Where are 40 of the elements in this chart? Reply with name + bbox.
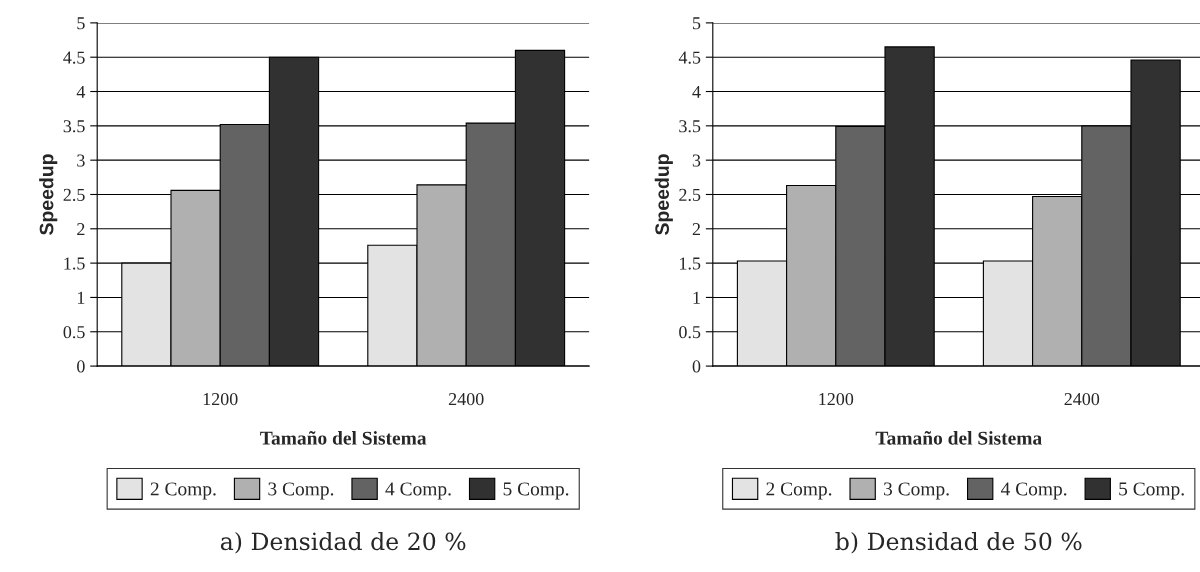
y-tick-label: 0.5 [679,326,701,339]
text: a) Densidad de 20 % [220,531,466,554]
y-tick-label: 0 [77,360,85,373]
legend-label: 4 Comp. [385,482,451,500]
y-tick-label: 2 [692,223,700,236]
x-tick-label: 1200 [819,392,854,406]
y-tick-label: 2.5 [63,188,85,201]
x-tick-label: 1200 [203,392,238,406]
legend-label: 5 Comp. [503,482,569,500]
y-tick-label: 1.5 [680,257,701,270]
y-tick-label: 0.5 [63,326,85,339]
y-tick-label: 2.5 [679,188,701,201]
legend-label: 5 Comp. [1119,482,1184,500]
y-tick-label: 5 [77,17,85,30]
y-tick-label: 1 [693,291,700,304]
y-tick-label: 3.5 [679,120,701,133]
y-tick-label: 1 [77,291,85,304]
y-axis-title: Speedup [654,154,673,235]
y-tick-label: 2 [77,223,85,236]
y-tick-label: 3 [692,154,701,167]
y-tick-label: 0 [692,360,701,373]
y-tick-label: 4 [76,85,86,98]
x-axis-title: Tamaño del Sistema [260,431,427,445]
text: 2 Comp. [766,482,832,500]
y-tick-label: 3 [77,154,85,167]
text: b) Densidad de 50 % [835,531,1082,554]
x-axis-title: Tamaño del Sistema [875,431,1042,445]
x-tick-label: 2400 [1064,392,1100,406]
y-tick-label: 1.5 [64,257,85,270]
y-tick-label: 4 [692,85,701,98]
legend-label: 3 Comp. [268,482,334,500]
y-tick-label: 3.5 [63,120,85,133]
legend-label: 4 Comp. [1000,482,1067,500]
y-axis-title: Speedup [39,154,58,235]
y-tick-label: 4.5 [63,51,85,64]
legend-label: 3 Comp. [884,482,949,500]
y-tick-label: 5 [693,17,701,30]
y-tick-label: 4.5 [678,51,701,64]
x-tick-label: 2400 [448,392,484,406]
legend-label: 2 Comp. [150,482,216,500]
